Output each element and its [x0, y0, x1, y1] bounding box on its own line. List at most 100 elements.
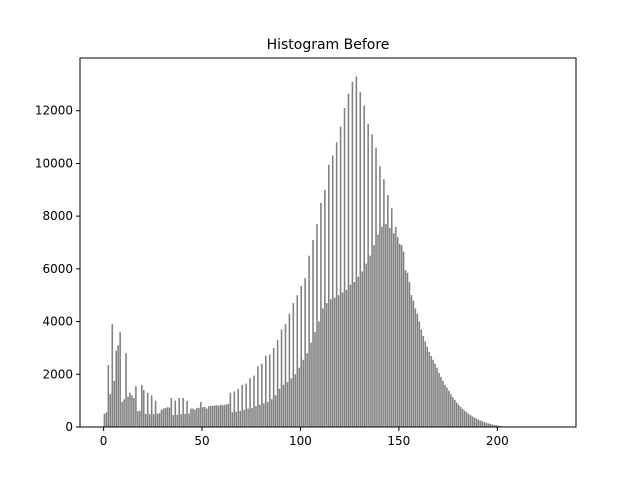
histogram-bar	[469, 415, 472, 427]
histogram-bar	[465, 412, 468, 427]
histogram-bar	[276, 340, 279, 427]
histogram-bar	[255, 405, 257, 427]
histogram-bar	[117, 345, 119, 427]
histogram-bar	[324, 189, 326, 427]
histogram-bar	[253, 375, 255, 427]
y-tick-label: 2000	[42, 367, 73, 381]
histogram-bar	[292, 303, 295, 427]
histogram-bar	[396, 237, 399, 427]
histogram-bar	[245, 383, 247, 427]
histogram-bar	[333, 297, 336, 427]
histogram-bar	[473, 417, 476, 427]
histogram-bar	[288, 313, 291, 427]
histogram-bar	[444, 384, 446, 427]
histogram-bar	[162, 408, 165, 427]
histogram-bar	[483, 421, 486, 427]
histogram-bar	[414, 308, 417, 427]
histogram-bar	[489, 423, 491, 427]
x-tick-label: 200	[486, 434, 509, 448]
histogram-bar	[172, 415, 175, 427]
histogram-bar	[331, 155, 334, 427]
histogram-bar	[115, 350, 117, 427]
histogram-bar	[416, 313, 419, 427]
histogram-bar	[215, 405, 218, 427]
histogram-bar	[461, 409, 464, 427]
histogram-bar	[202, 407, 204, 427]
histogram-bar	[463, 410, 466, 427]
histogram-bar	[286, 382, 289, 427]
histogram-bar	[146, 392, 149, 427]
histogram-bar	[351, 81, 354, 427]
histogram-bar	[217, 405, 220, 427]
histogram-bar	[188, 413, 190, 427]
histogram-bar	[343, 108, 346, 427]
histogram-bar	[355, 76, 358, 427]
histogram-bar	[178, 398, 180, 427]
histogram-bar	[404, 270, 407, 427]
histogram-bar	[259, 404, 261, 427]
y-tick-label: 10000	[35, 156, 73, 170]
histogram-bar	[137, 411, 139, 427]
histogram-bar	[280, 329, 283, 427]
histogram-bar	[111, 324, 114, 427]
histogram-bar	[308, 255, 310, 427]
histogram-bar	[142, 390, 145, 427]
histogram-bar	[448, 390, 450, 427]
x-tick-label: 150	[387, 434, 410, 448]
histogram-bar	[329, 299, 332, 427]
histogram-bar	[408, 282, 411, 427]
histogram-bar	[446, 387, 448, 427]
histogram-bar	[420, 329, 423, 427]
histogram-bar	[184, 413, 186, 427]
histogram-bar	[347, 93, 350, 427]
histogram-bar	[133, 398, 135, 427]
histogram-bar	[249, 378, 251, 427]
histogram-bar	[371, 134, 373, 427]
histogram-bar	[375, 147, 377, 428]
histogram-bar	[139, 410, 141, 427]
histogram-bar	[373, 245, 375, 427]
x-tick-label: 50	[194, 434, 209, 448]
histogram-bar	[213, 405, 216, 427]
histogram-bar	[424, 341, 427, 427]
histogram-bar	[457, 404, 460, 427]
histogram-bar	[398, 243, 401, 427]
histogram-bar	[131, 395, 133, 427]
histogram-bar	[361, 271, 364, 427]
histogram-bar	[270, 399, 273, 427]
histogram-bar	[182, 398, 184, 427]
histogram-bar	[300, 285, 303, 427]
histogram-bar	[392, 233, 395, 427]
histogram-bar	[290, 378, 293, 427]
histogram-bar	[251, 408, 253, 427]
histogram-bar	[367, 123, 369, 427]
histogram-bar	[207, 406, 210, 427]
histogram-bar	[105, 412, 108, 427]
histogram-bar	[135, 386, 137, 427]
histogram-bar	[369, 255, 371, 427]
histogram-bar	[225, 404, 228, 427]
histogram-bar	[235, 411, 238, 427]
histogram-bar	[148, 414, 151, 427]
histogram-bar	[467, 413, 470, 427]
histogram-bar	[192, 408, 194, 427]
histogram-bar	[328, 164, 330, 427]
histogram-bar	[109, 394, 112, 427]
histogram-bar	[196, 408, 198, 427]
histogram-bar	[491, 424, 493, 427]
histogram-bar	[219, 404, 222, 427]
histogram-bar	[125, 353, 127, 427]
bar-series	[103, 76, 517, 428]
histogram-bar	[241, 384, 243, 427]
histogram-bar	[438, 372, 440, 427]
histogram-bar	[436, 367, 438, 427]
histogram-bar	[453, 399, 456, 427]
histogram-bar	[459, 406, 462, 427]
histogram-bar	[233, 391, 236, 427]
histogram-bar	[261, 363, 263, 427]
histogram-bar	[434, 363, 436, 427]
histogram-bar	[274, 395, 277, 427]
histogram-bar	[452, 397, 454, 427]
histogram-bar	[103, 413, 106, 427]
